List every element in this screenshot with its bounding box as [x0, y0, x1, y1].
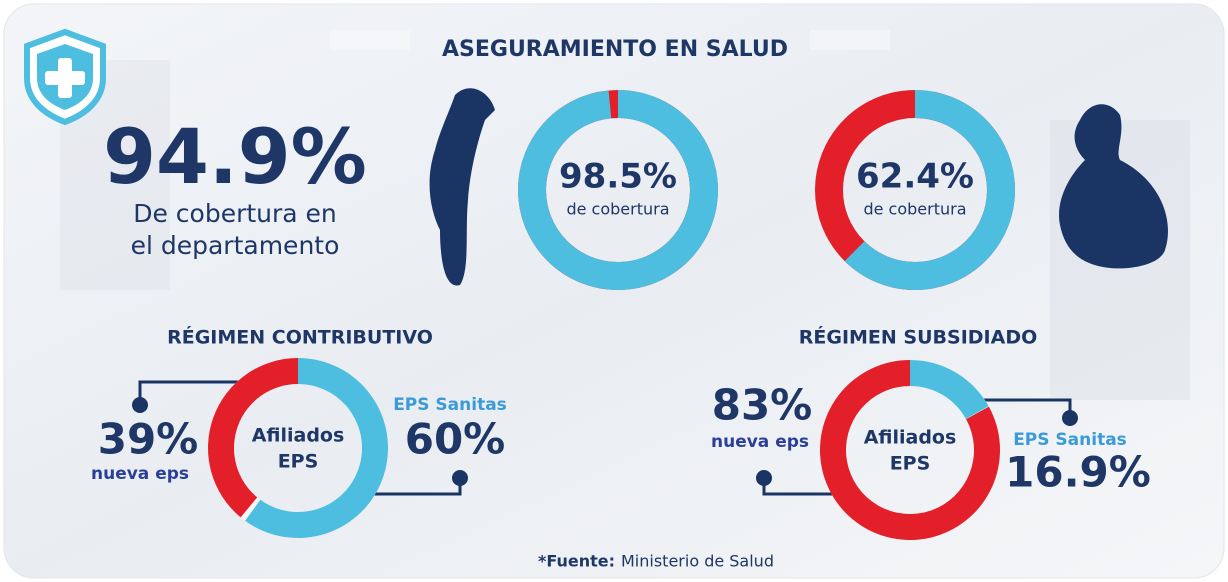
summary-line: el departamento: [131, 231, 340, 260]
legend-entry: nueva eps: [91, 464, 189, 484]
shield-icon: [27, 32, 103, 122]
legend-entry: EPS Sanitas: [1013, 430, 1127, 450]
value-label: 60%: [405, 415, 506, 464]
footer-label: *Fuente:: [538, 552, 615, 571]
value-label: 16.9%: [1005, 448, 1151, 497]
summary-line: De cobertura en: [133, 199, 337, 228]
footer-text: Ministerio de Salud: [621, 552, 774, 571]
center-label: de cobertura: [863, 200, 966, 219]
infographic: ASEGURAMIENTO EN SALUD 94.9% De cobertur…: [0, 0, 1228, 582]
title: ASEGURAMIENTO EN SALUD: [442, 37, 788, 62]
chart-title: RÉGIMEN CONTRIBUTIVO: [167, 326, 433, 349]
center-label: EPS: [890, 453, 931, 475]
value-label: 98.5%: [559, 157, 677, 197]
chart-title: RÉGIMEN SUBSIDIADO: [799, 326, 1038, 349]
legend-entry: nueva eps: [711, 432, 809, 452]
center-label: Afiliados: [864, 427, 957, 449]
center-label: de cobertura: [566, 200, 669, 219]
legend-entry: EPS Sanitas: [393, 395, 507, 415]
center-label: EPS: [278, 451, 319, 473]
center-label: Afiliados: [252, 425, 345, 447]
summary-value: 94.9%: [103, 112, 367, 201]
value-label: 39%: [98, 415, 199, 464]
value-label: 83%: [712, 381, 813, 430]
value-label: 62.4%: [856, 157, 974, 197]
